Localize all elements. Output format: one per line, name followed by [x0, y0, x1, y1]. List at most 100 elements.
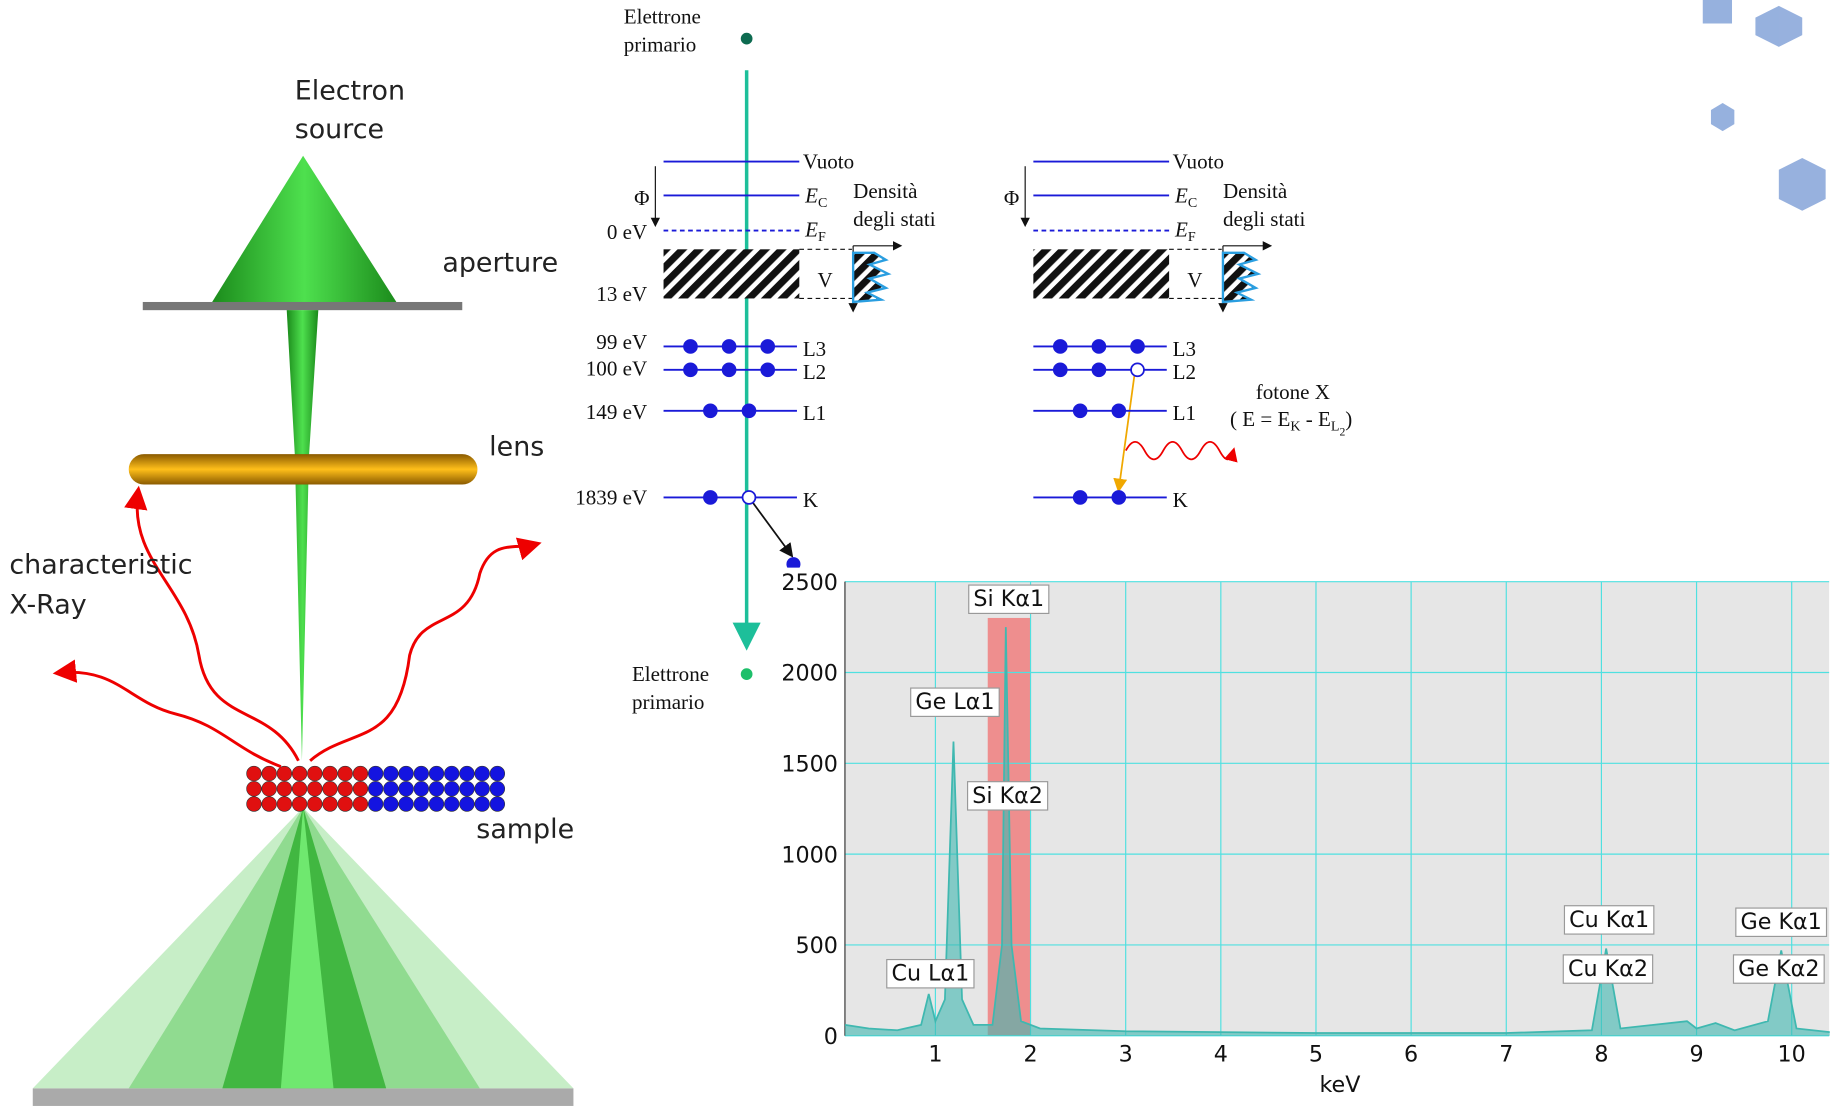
eq-part: ) — [1345, 407, 1352, 431]
x-tick-label: 4 — [1214, 1041, 1228, 1067]
atom — [368, 766, 383, 781]
label: L2 — [1173, 360, 1196, 384]
symbol: E — [1174, 217, 1188, 241]
atom — [277, 781, 292, 796]
peak-label: Si Kα1 — [973, 586, 1044, 612]
atom — [444, 797, 459, 812]
atom — [475, 781, 490, 796]
atom — [384, 766, 399, 781]
electron — [743, 491, 756, 504]
atom — [460, 797, 475, 812]
x-tick-label: 2 — [1023, 1041, 1037, 1067]
electron — [1092, 340, 1105, 353]
dos-curve — [1223, 253, 1258, 302]
eq-part: - E — [1300, 407, 1330, 431]
label: L1 — [803, 401, 826, 425]
atom — [429, 781, 444, 796]
label: 100 eV — [586, 357, 647, 381]
electron — [761, 363, 774, 376]
atom — [323, 797, 338, 812]
label: 149 eV — [586, 400, 647, 424]
atom — [384, 781, 399, 796]
label: 99 eV — [596, 330, 647, 354]
electron — [761, 340, 774, 353]
atom — [247, 797, 262, 812]
atom — [292, 781, 307, 796]
atom — [384, 797, 399, 812]
label: Elettrone — [624, 4, 701, 28]
label: L1 — [1173, 401, 1196, 425]
atom — [490, 797, 505, 812]
label: Vuoto — [1173, 150, 1224, 174]
label: X-Ray — [9, 589, 86, 620]
electron — [704, 491, 717, 504]
y-tick-label: 500 — [795, 933, 837, 959]
peak-label: Cu Kα1 — [1569, 907, 1649, 933]
x-tick-label: 9 — [1689, 1041, 1703, 1067]
dos-curve — [853, 253, 888, 302]
label: V — [817, 268, 832, 292]
atom — [338, 781, 353, 796]
x-axis-label: keV — [1319, 1072, 1361, 1098]
atom — [323, 781, 338, 796]
atom — [475, 766, 490, 781]
y-tick-label: 2000 — [781, 661, 838, 687]
peak-label: Cu Lα1 — [891, 961, 969, 987]
eq-part: L — [1331, 419, 1340, 435]
subscript: C — [1188, 195, 1197, 211]
label: K — [1173, 488, 1188, 512]
electron — [684, 340, 697, 353]
label: lens — [489, 431, 544, 462]
symbol: E — [804, 184, 818, 208]
label: primario — [632, 690, 704, 714]
label: Vuoto — [803, 150, 854, 174]
label: EC — [804, 184, 827, 212]
x-tick-label: 10 — [1778, 1041, 1806, 1067]
atom — [338, 766, 353, 781]
peak-label: Ge Lα1 — [915, 689, 994, 715]
atom — [490, 766, 505, 781]
atom — [368, 797, 383, 812]
y-tick-label: 1000 — [781, 842, 838, 868]
peak-label: Ge Kα1 — [1741, 909, 1822, 935]
atom — [277, 797, 292, 812]
atom — [323, 766, 338, 781]
eq-part: K — [1290, 419, 1300, 435]
y-tick-label: 0 — [824, 1024, 838, 1050]
x-tick-label: 7 — [1499, 1041, 1513, 1067]
label: Densità — [1223, 179, 1288, 203]
label: 0 eV — [607, 220, 647, 244]
subscript: F — [1188, 229, 1196, 245]
label: 13 eV — [596, 282, 647, 306]
atom — [444, 766, 459, 781]
label: Densità — [853, 179, 918, 203]
atom — [292, 766, 307, 781]
valence-band — [1033, 249, 1169, 298]
atom — [353, 781, 368, 796]
x-tick-label: 1 — [928, 1041, 942, 1067]
label: L3 — [803, 337, 826, 361]
label: EF — [1174, 217, 1196, 245]
label: L3 — [1173, 337, 1196, 361]
atom — [277, 766, 292, 781]
label: aperture — [442, 248, 558, 279]
label: Elettrone — [632, 662, 709, 686]
symbol: E — [804, 217, 818, 241]
x-tick-label: 5 — [1309, 1041, 1323, 1067]
atom — [414, 766, 429, 781]
atom — [399, 797, 414, 812]
electron — [1074, 491, 1087, 504]
label: degli stati — [1223, 207, 1306, 231]
label: Φ — [634, 186, 649, 210]
electron — [1074, 404, 1087, 417]
x-tick-label: 6 — [1404, 1041, 1418, 1067]
atom — [399, 766, 414, 781]
atom — [429, 797, 444, 812]
label: L2 — [803, 360, 826, 384]
label: V — [1187, 268, 1202, 292]
label: degli stati — [853, 207, 936, 231]
slide: Electron source aperture lens characteri… — [0, 0, 1835, 1106]
atom — [399, 781, 414, 796]
label: EC — [1174, 184, 1197, 212]
peak-label: Ge Kα2 — [1738, 956, 1819, 982]
